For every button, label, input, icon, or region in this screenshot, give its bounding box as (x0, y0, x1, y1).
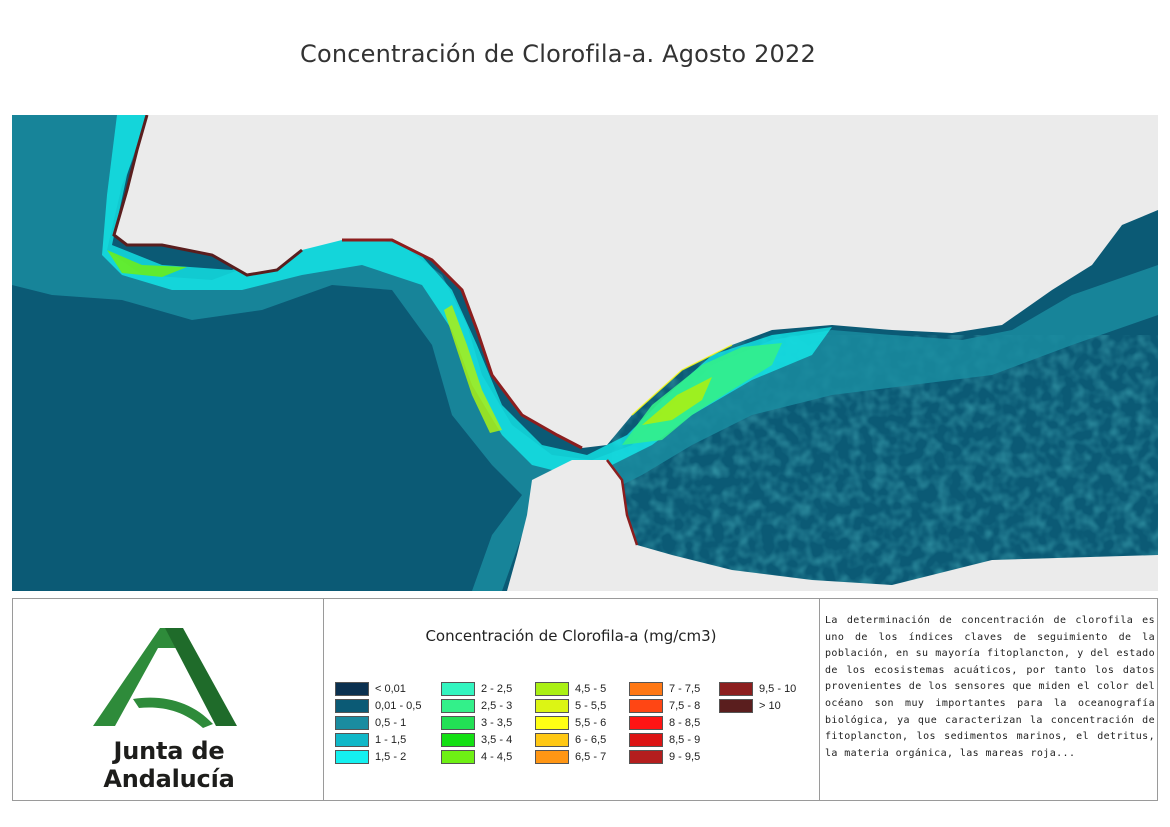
legend-label: 7 - 7,5 (669, 683, 701, 695)
legend-title: Concentración de Clorofila-a (mg/cm3) (425, 627, 717, 645)
legend-label: 9,5 - 10 (759, 683, 797, 695)
legend-label: > 10 (759, 700, 781, 712)
legend-swatch (335, 716, 369, 730)
coast-fringe-gulf (112, 115, 303, 277)
legend-swatch (441, 733, 475, 747)
panel-divider (323, 599, 324, 800)
chlorophyll-map (12, 115, 1158, 591)
legend-label: 2,5 - 3 (481, 700, 513, 712)
legend-label: 3 - 3,5 (481, 717, 513, 729)
atlantic-coast-bloom (444, 305, 502, 433)
coast-fringe-cadiz (342, 238, 583, 450)
legend-label: 4 - 4,5 (481, 751, 513, 763)
coast-fringe-med (631, 344, 733, 416)
legend-label: 1 - 1,5 (375, 734, 407, 746)
legend-swatch (441, 699, 475, 713)
legend-swatch (719, 682, 753, 696)
legend-label: 2 - 2,5 (481, 683, 513, 695)
legend-swatch (629, 716, 663, 730)
legend-label: 5 - 5,5 (575, 700, 607, 712)
legend-swatch (535, 716, 569, 730)
legend-swatch (335, 682, 369, 696)
legend-label: 4,5 - 5 (575, 683, 607, 695)
junta-andalucia-logo-icon (93, 628, 237, 728)
legend-label: 3,5 - 4 (481, 734, 513, 746)
legend-label: 8,5 - 9 (669, 734, 701, 746)
legend-label: 9 - 9,5 (669, 751, 701, 763)
legend-swatch (629, 682, 663, 696)
legend-label: 8 - 8,5 (669, 717, 701, 729)
info-panel: Junta de Andalucía Concentración de Clor… (12, 598, 1158, 801)
legend-swatch (535, 682, 569, 696)
coast-fringe-africa (606, 459, 639, 546)
legend-swatch (441, 750, 475, 764)
alboran-bloom-core (642, 377, 712, 425)
legend-label: 0,01 - 0,5 (375, 700, 422, 712)
legend-swatch (629, 699, 663, 713)
legend-swatch (535, 699, 569, 713)
iberia-land (114, 115, 1158, 448)
legend-label: 1,5 - 2 (375, 751, 407, 763)
legend-label: 6 - 6,5 (575, 734, 607, 746)
gulf-coast-bloom (107, 250, 187, 277)
panel-divider (819, 599, 820, 800)
description-text: La determinación de concentración de clo… (825, 615, 1155, 759)
legend-label: 7,5 - 8 (669, 700, 701, 712)
legend-swatch (335, 699, 369, 713)
legend-swatch (335, 750, 369, 764)
africa-land (507, 460, 1158, 591)
legend-label: 5,5 - 6 (575, 717, 607, 729)
legend-label: 0,5 - 1 (375, 717, 407, 729)
logo-text: Junta de Andalucía (103, 737, 235, 793)
legend-swatch (629, 750, 663, 764)
map-title: Concentración de Clorofila-a. Agosto 202… (300, 40, 816, 68)
legend-swatch (441, 682, 475, 696)
legend-swatch (719, 699, 753, 713)
legend-swatch (441, 716, 475, 730)
legend-label: < 0,01 (375, 683, 406, 695)
legend-swatch (535, 733, 569, 747)
legend-swatch (335, 733, 369, 747)
legend-swatch (535, 750, 569, 764)
legend-swatch (629, 733, 663, 747)
legend-label: 6,5 - 7 (575, 751, 607, 763)
